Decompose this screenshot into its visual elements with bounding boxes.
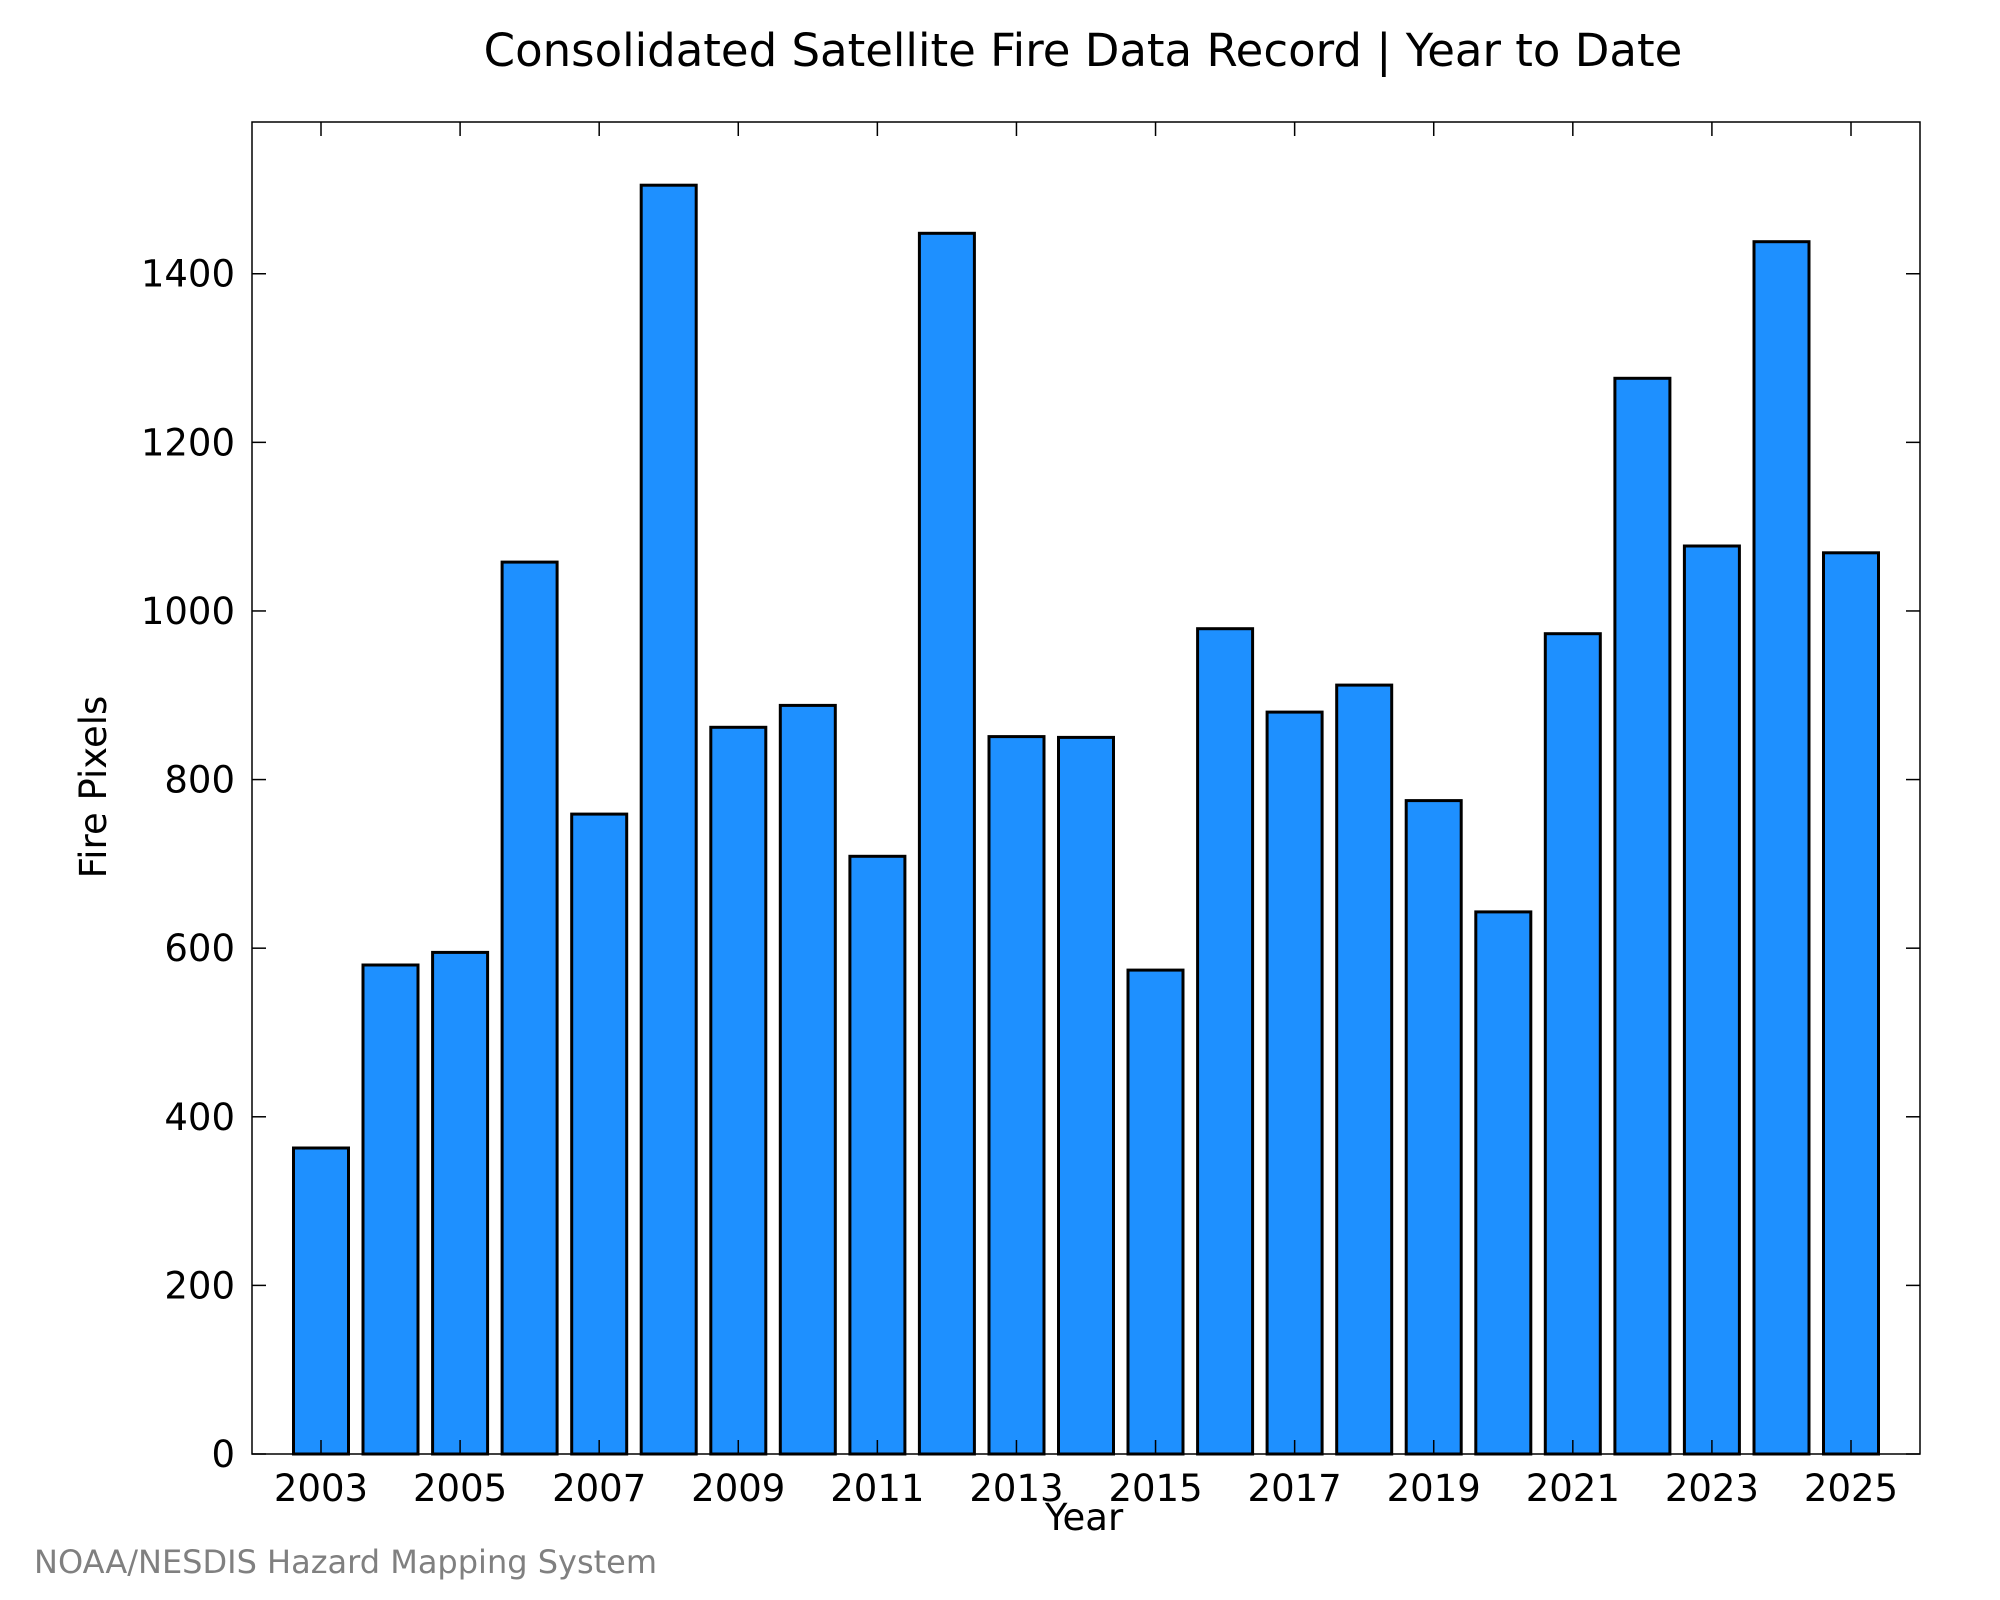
y-tick-label-1000: 1000: [141, 590, 235, 633]
bar-2016: [1196, 627, 1255, 1456]
y-tick-label-1200: 1200: [141, 421, 235, 464]
bar-2024: [1752, 240, 1811, 1456]
bar-2014: [1057, 735, 1115, 1456]
y-tick-label-600: 600: [164, 927, 235, 970]
bar-2010: [778, 703, 837, 1456]
bar-2005: [431, 950, 490, 1456]
bar-2015: [1126, 968, 1185, 1456]
bar-2023: [1682, 544, 1741, 1456]
y-axis-label: Fire Pixels: [72, 696, 115, 879]
bar-2021: [1543, 632, 1602, 1456]
tick-labels-group: 2003 2005 2007 2009 2011 2013 2015 2017 2019 2021…: [141, 253, 1898, 1510]
chart-title: Consolidated Satellite Fire Data Record …: [484, 24, 1683, 77]
bar-2013: [987, 735, 1046, 1456]
bar-2003: [292, 1146, 350, 1456]
x-tick-label-2009: 2009: [691, 1467, 785, 1510]
bar-2009: [709, 725, 768, 1456]
x-tick-label-2011: 2011: [830, 1467, 924, 1510]
bar-2022: [1613, 376, 1672, 1456]
x-tick-label-2025: 2025: [1804, 1467, 1898, 1510]
bars-group: [292, 183, 1880, 1456]
x-tick-label-2017: 2017: [1248, 1467, 1342, 1510]
bar-2025: [1822, 551, 1880, 1456]
bar-2006: [500, 560, 559, 1456]
bar-2019: [1404, 799, 1463, 1456]
bar-2007: [570, 812, 629, 1456]
x-tick-label-2007: 2007: [552, 1467, 646, 1510]
credit-text: NOAA/NESDIS Hazard Mapping System: [34, 1543, 657, 1581]
x-tick-label-2021: 2021: [1526, 1467, 1620, 1510]
bar-2018: [1335, 683, 1394, 1456]
bar-2011: [848, 854, 907, 1456]
y-tick-label-800: 800: [164, 759, 235, 802]
bar-2008: [639, 183, 698, 1456]
y-tick-label-1400: 1400: [141, 253, 235, 296]
x-tick-label-2023: 2023: [1665, 1467, 1759, 1510]
bar-2004: [361, 963, 420, 1456]
ticks-group: [252, 122, 1920, 1455]
y-tick-label-0: 0: [211, 1433, 235, 1476]
x-tick-label-2013: 2013: [969, 1467, 1063, 1510]
x-tick-label-2019: 2019: [1387, 1467, 1481, 1510]
plot-frame: [251, 121, 1921, 1455]
y-tick-label-400: 400: [164, 1096, 235, 1139]
x-axis-label: Year: [1044, 1496, 1124, 1539]
x-tick-label-2003: 2003: [274, 1467, 368, 1510]
bar-2017: [1265, 710, 1324, 1456]
y-tick-label-200: 200: [164, 1264, 235, 1307]
x-tick-label-2005: 2005: [413, 1467, 507, 1510]
x-tick-label-2015: 2015: [1108, 1467, 1202, 1510]
bar-2012: [917, 231, 976, 1456]
bar-2020: [1474, 910, 1533, 1456]
